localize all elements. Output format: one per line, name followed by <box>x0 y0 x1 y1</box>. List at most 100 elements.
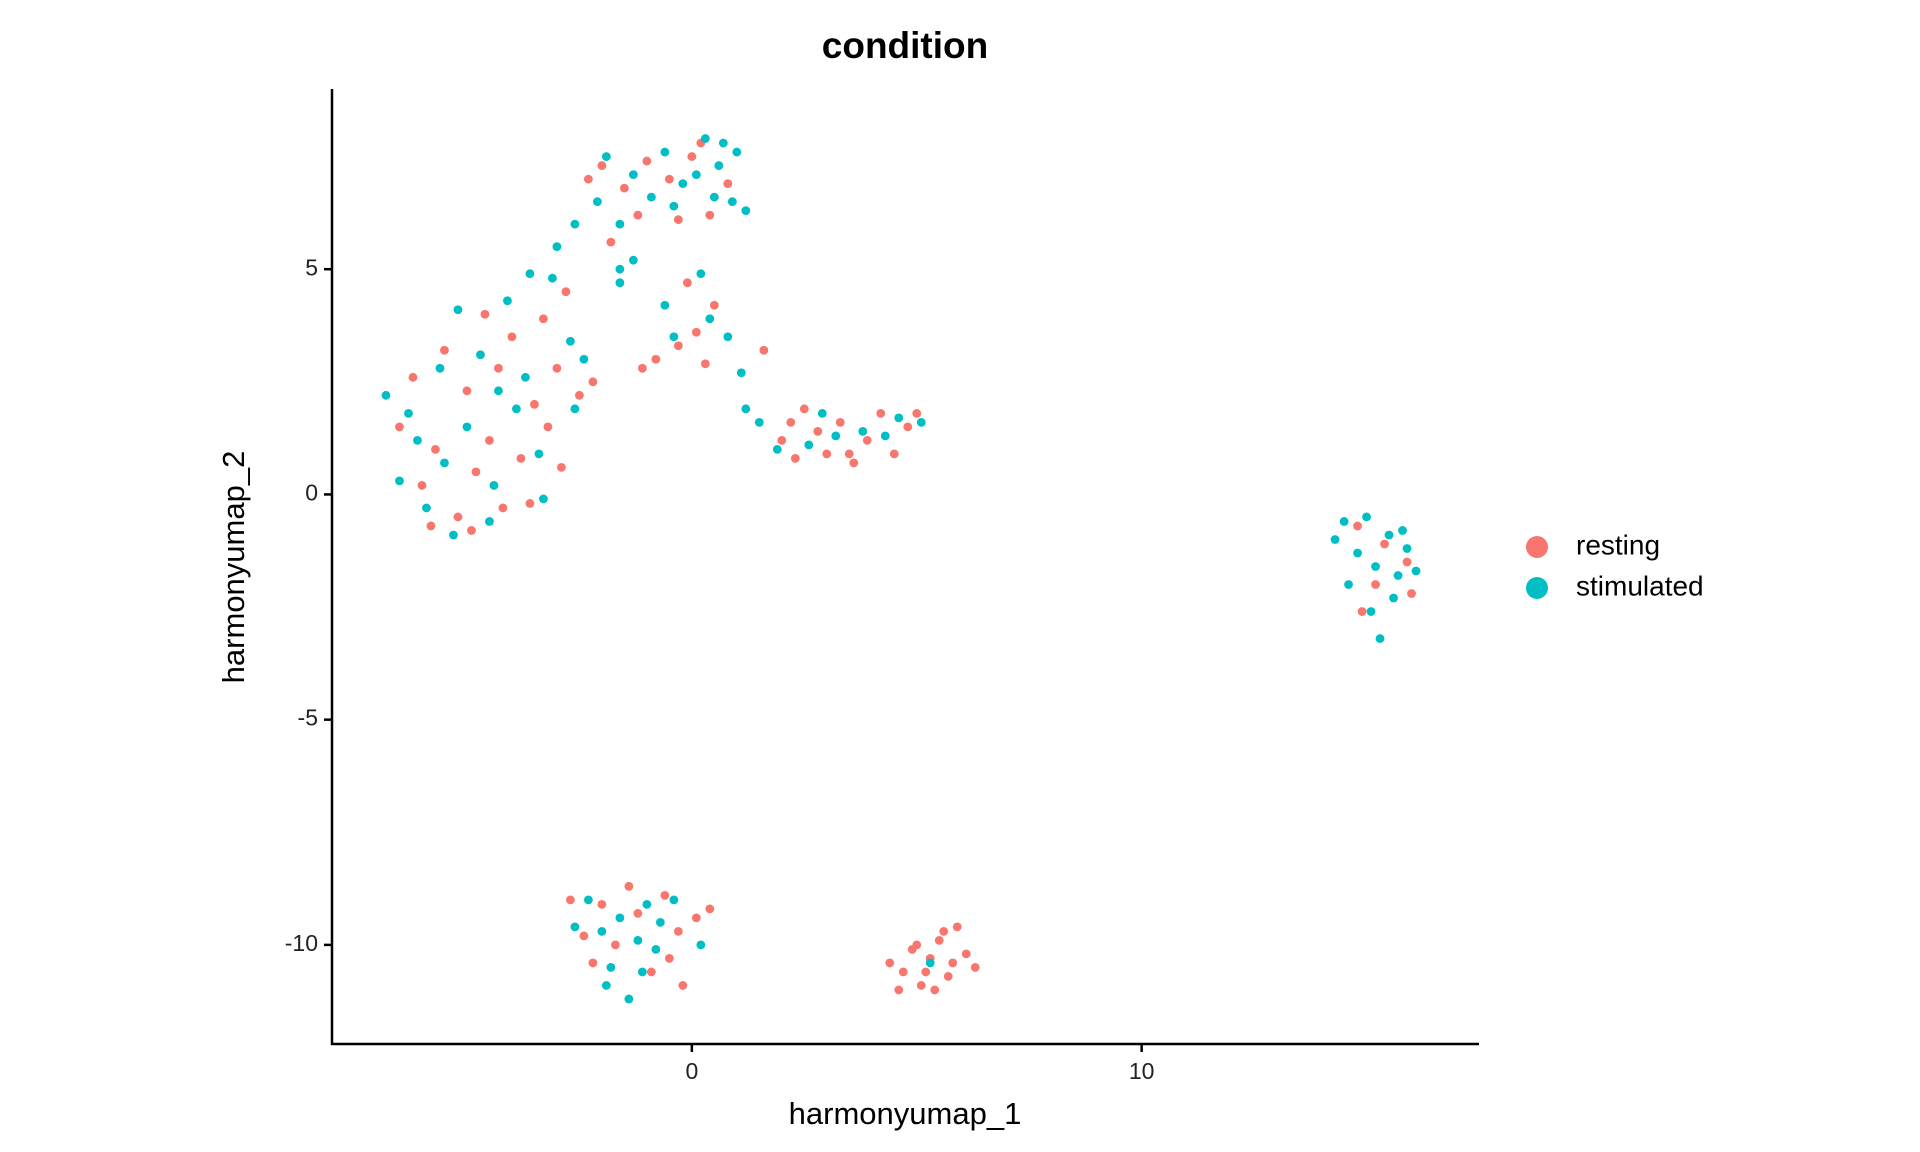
points <box>381 134 1421 1004</box>
point <box>453 305 463 315</box>
point <box>565 895 575 905</box>
point <box>480 309 490 319</box>
point <box>610 940 620 950</box>
point <box>912 408 922 418</box>
point <box>476 350 485 360</box>
point <box>1330 535 1340 544</box>
y-tick-label: 0 <box>305 480 318 506</box>
point <box>521 372 530 382</box>
point <box>1411 566 1421 576</box>
point <box>660 890 670 900</box>
point <box>431 444 440 454</box>
point <box>831 431 841 441</box>
point <box>673 215 683 225</box>
point <box>1375 634 1385 643</box>
point <box>534 449 544 459</box>
point <box>615 913 625 923</box>
point <box>543 422 553 432</box>
point <box>741 404 751 414</box>
point <box>530 399 539 409</box>
point <box>646 967 656 977</box>
point <box>682 278 692 288</box>
point <box>898 967 908 977</box>
point <box>1389 593 1398 603</box>
point <box>741 206 751 216</box>
point <box>637 363 647 373</box>
point <box>570 404 580 414</box>
point <box>404 408 413 418</box>
point <box>1380 539 1389 549</box>
point <box>664 954 674 963</box>
point <box>705 210 715 220</box>
y-tick-label: -5 <box>298 705 318 731</box>
point <box>597 926 607 936</box>
point <box>548 273 557 283</box>
point <box>462 422 472 432</box>
point <box>777 435 787 445</box>
point <box>655 917 665 927</box>
point <box>1371 562 1380 571</box>
point <box>646 192 656 202</box>
x-tick-label: 0 <box>685 1058 698 1084</box>
point <box>921 967 931 977</box>
point <box>413 435 422 445</box>
point <box>583 174 593 184</box>
point <box>651 354 661 364</box>
point <box>822 449 832 459</box>
point <box>1393 571 1403 580</box>
point <box>633 908 643 918</box>
point <box>1402 557 1412 567</box>
point <box>894 413 904 423</box>
point <box>696 269 706 279</box>
point <box>557 462 566 472</box>
point <box>525 269 535 279</box>
point <box>759 345 769 355</box>
point <box>408 372 418 382</box>
point <box>637 967 647 977</box>
point <box>714 161 724 170</box>
point <box>651 945 661 954</box>
point <box>934 935 944 945</box>
point <box>471 467 481 477</box>
point <box>525 499 535 508</box>
point <box>723 332 733 342</box>
point <box>642 899 652 909</box>
point <box>1344 580 1353 589</box>
point <box>574 390 584 400</box>
point <box>615 219 625 229</box>
point <box>1353 521 1362 531</box>
point <box>512 404 521 414</box>
point <box>516 453 526 463</box>
point <box>817 408 827 418</box>
point <box>422 503 431 513</box>
point <box>592 197 602 207</box>
point <box>601 981 611 990</box>
point <box>489 481 499 490</box>
point <box>1357 607 1367 616</box>
point <box>673 926 683 936</box>
point <box>494 386 503 396</box>
point <box>494 363 503 373</box>
point <box>570 922 580 932</box>
point <box>664 174 674 184</box>
legend-label: resting <box>1576 529 1660 560</box>
point <box>669 332 679 342</box>
point <box>426 521 436 531</box>
point <box>790 453 800 463</box>
point <box>718 138 728 148</box>
point <box>943 972 953 981</box>
point <box>930 985 940 995</box>
point <box>961 949 971 959</box>
point <box>579 931 589 941</box>
point <box>804 440 814 450</box>
point <box>485 435 494 445</box>
point <box>691 327 701 337</box>
point <box>754 417 764 427</box>
point <box>467 526 476 535</box>
point <box>799 404 809 414</box>
point <box>894 985 904 995</box>
point <box>462 386 472 396</box>
point <box>507 332 517 342</box>
point <box>970 963 980 972</box>
